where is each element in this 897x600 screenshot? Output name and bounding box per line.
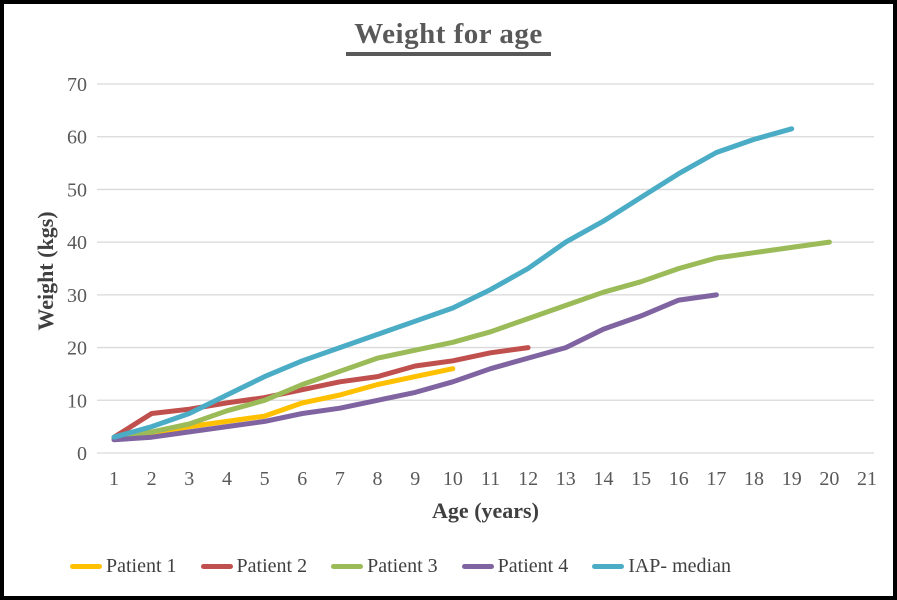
y-axis-title: Weight (kgs) [33, 211, 58, 331]
x-tick-label-11: 11 [481, 468, 500, 490]
legend-label-iap-median: IAP- median [628, 555, 731, 577]
legend-label-patient-1: Patient 1 [106, 555, 177, 577]
x-tick-label-6: 6 [297, 468, 307, 490]
legend-item-patient-3: Patient 3 [331, 555, 438, 578]
x-tick-label-2: 2 [147, 468, 157, 490]
y-tick-label-60: 60 [67, 127, 87, 149]
x-tick-label-7: 7 [335, 468, 345, 490]
series-line-patient-2 [111, 345, 531, 440]
y-tick-label-30: 30 [67, 285, 87, 307]
x-tick-label-20: 20 [819, 468, 839, 490]
x-tick-label-21: 21 [857, 468, 877, 490]
x-tick-label-5: 5 [260, 468, 270, 490]
chart-legend: Patient 1 Patient 2 Patient 3 Patient 4 IAP-… [70, 555, 731, 578]
x-tick-label-17: 17 [706, 468, 726, 490]
series-line-patient-3 [111, 239, 832, 440]
x-tick-label-15: 15 [631, 468, 651, 490]
legend-swatch-patient-1 [70, 564, 102, 569]
legend-swatch-iap-median [592, 564, 625, 569]
series-line-iap-median [111, 126, 795, 440]
x-tick-label-9: 9 [410, 468, 420, 490]
x-tick-label-3: 3 [184, 468, 194, 490]
x-tick-label-14: 14 [593, 468, 613, 490]
legend-swatch-patient-3 [331, 564, 364, 569]
legend-swatch-patient-2 [200, 564, 233, 569]
y-tick-label-50: 50 [67, 179, 87, 201]
x-axis-title: Age (years) [432, 498, 539, 523]
chart-title-text: Weight for age [346, 18, 551, 56]
legend-label-patient-4: Patient 4 [497, 555, 569, 577]
x-tick-label-13: 13 [556, 468, 576, 490]
series-line-patient-1 [111, 366, 456, 441]
x-tick-label-10: 10 [443, 468, 463, 490]
x-tick-label-1: 1 [109, 468, 119, 490]
legend-item-patient-1: Patient 1 [70, 555, 177, 578]
legend-label-patient-3: Patient 3 [367, 555, 438, 577]
y-tick-label-40: 40 [67, 232, 87, 254]
chart-title: Weight for age [4, 18, 893, 56]
legend-item-patient-4: Patient 4 [461, 555, 569, 578]
x-tick-label-16: 16 [669, 468, 689, 490]
y-tick-label-10: 10 [67, 390, 87, 412]
x-tick-label-4: 4 [222, 468, 232, 490]
x-tick-label-18: 18 [744, 468, 764, 490]
x-tick-label-12: 12 [518, 468, 538, 490]
y-tick-label-20: 20 [67, 338, 87, 360]
y-tick-label-0: 0 [77, 443, 87, 465]
legend-swatch-patient-4 [461, 564, 494, 569]
legend-item-patient-2: Patient 2 [200, 555, 308, 578]
y-tick-label-70: 70 [67, 74, 87, 96]
x-tick-label-8: 8 [373, 468, 383, 490]
x-tick-label-19: 19 [782, 468, 802, 490]
series-line-patient-4 [111, 292, 719, 443]
legend-label-patient-2: Patient 2 [236, 555, 308, 577]
legend-item-iap-median: IAP- median [592, 555, 731, 578]
